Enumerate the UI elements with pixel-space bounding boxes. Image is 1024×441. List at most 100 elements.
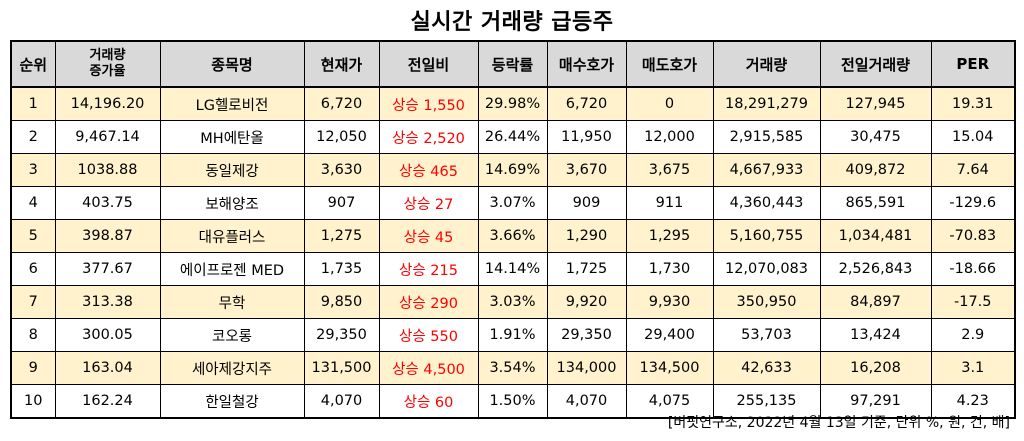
change-cell: 상승 4,500 [378,351,479,385]
volume-surge-table: 순위 거래량 증가율 종목명 현재가 전일비 등락률 매수호가 매도호가 거래량 전일거래량 PER … [10,40,1016,419]
change-cell: 상승 60 [378,384,479,419]
table-row: 5 398.87 대유플러스 1,275 상승 45 3.66% 1,290 1,295 5,1… [10,219,1016,253]
volume-cell: 4,667,933 [712,153,821,187]
current-price-cell: 907 [303,186,380,220]
per-cell: 7.64 [930,153,1016,187]
prev-volume-cell: 2,526,843 [819,252,932,286]
volume-increase-cell: 162.24 [54,384,161,419]
header-change-rate: 등락률 [477,40,548,88]
prev-volume-cell: 127,945 [819,86,932,121]
bid-price-cell: 6,720 [546,86,627,121]
ask-price-cell: 4,075 [625,384,714,419]
volume-increase-cell: 1038.88 [54,153,161,187]
change-rate-cell: 3.54% [477,351,548,385]
page-title: 실시간 거래량 급등주 [410,10,614,35]
stock-name-cell: 코오롱 [159,318,305,352]
bid-price-cell: 11,950 [546,120,627,154]
ask-price-cell: 134,500 [625,351,714,385]
stock-name-cell: 무학 [159,285,305,319]
table-row: 4 403.75 보해양조 907 상승 27 3.07% 909 911 4,360,443 8… [10,186,1016,220]
prev-volume-cell: 865,591 [819,186,932,220]
rank-cell: 9 [10,351,56,385]
change-cell: 상승 550 [378,318,479,352]
header-volume: 거래량 [712,40,821,88]
change-cell: 상승 215 [378,252,479,286]
table-row: 10 162.24 한일철강 4,070 상승 60 1.50% 4,070 4,075 255… [10,384,1016,419]
volume-increase-cell: 398.87 [54,219,161,253]
header-line: 증가율 [89,64,126,79]
ask-price-cell: 3,675 [625,153,714,187]
bid-price-cell: 4,070 [546,384,627,419]
table-row: 2 9,467.14 MH에탄올 12,050 상승 2,520 26.44% 11,950… [10,120,1016,154]
ask-price-cell: 911 [625,186,714,220]
table-row: 7 313.38 무학 9,850 상승 290 3.03% 9,920 9,930 350,9… [10,285,1016,319]
volume-increase-cell: 313.38 [54,285,161,319]
stock-name-cell: 세아제강지주 [159,351,305,385]
volume-increase-cell: 14,196.20 [54,86,161,121]
ask-price-cell: 9,930 [625,285,714,319]
current-price-cell: 29,350 [303,318,380,352]
stock-name-cell: 에이프로젠 MED [159,252,305,286]
source-footnote: [버핏연구소, 2022년 4월 13일 기준, 단위 %, 원, 건, 배] [667,415,1010,431]
header-bid-price: 매수호가 [546,40,627,88]
table-row: 1 14,196.20 LG헬로비전 6,720 상승 1,550 29.98% 6,720… [10,86,1016,121]
volume-increase-cell: 300.05 [54,318,161,352]
current-price-cell: 4,070 [303,384,380,419]
rank-cell: 2 [10,120,56,154]
per-cell: -18.66 [930,252,1016,286]
ask-price-cell: 1,730 [625,252,714,286]
current-price-cell: 12,050 [303,120,380,154]
change-rate-cell: 3.03% [477,285,548,319]
header-stock-name: 종목명 [159,40,305,88]
prev-volume-cell: 409,872 [819,153,932,187]
table-body: 1 14,196.20 LG헬로비전 6,720 상승 1,550 29.98% 6,720… [10,86,1016,419]
volume-cell: 5,160,755 [712,219,821,253]
header-volume-increase: 거래량 증가율 [54,40,161,88]
change-rate-cell: 14.14% [477,252,548,286]
change-rate-cell: 1.91% [477,318,548,352]
rank-cell: 1 [10,86,56,121]
table-row: 3 1038.88 동일제강 3,630 상승 465 14.69% 3,670 3,675 4… [10,153,1016,187]
header-rank: 순위 [10,40,56,88]
per-cell: 2.9 [930,318,1016,352]
per-cell: -17.5 [930,285,1016,319]
bid-price-cell: 134,000 [546,351,627,385]
header-ask-price: 매도호가 [625,40,714,88]
prev-volume-cell: 13,424 [819,318,932,352]
current-price-cell: 1,735 [303,252,380,286]
table-row: 9 163.04 세아제강지주 131,500 상승 4,500 3.54% 134,000… [10,351,1016,385]
header-per: PER [930,40,1016,88]
header-prev-volume: 전일거래량 [819,40,932,88]
bid-price-cell: 1,725 [546,252,627,286]
change-cell: 상승 45 [378,219,479,253]
current-price-cell: 9,850 [303,285,380,319]
bid-price-cell: 29,350 [546,318,627,352]
prev-volume-cell: 84,897 [819,285,932,319]
stock-name-cell: 동일제강 [159,153,305,187]
change-rate-cell: 3.66% [477,219,548,253]
change-rate-cell: 26.44% [477,120,548,154]
ask-price-cell: 29,400 [625,318,714,352]
current-price-cell: 131,500 [303,351,380,385]
change-cell: 상승 2,520 [378,120,479,154]
rank-cell: 5 [10,219,56,253]
volume-increase-cell: 163.04 [54,351,161,385]
rank-cell: 7 [10,285,56,319]
rank-cell: 10 [10,384,56,419]
prev-volume-cell: 30,475 [819,120,932,154]
header-line: 거래량 [89,48,126,63]
change-cell: 상승 290 [378,285,479,319]
prev-volume-cell: 16,208 [819,351,932,385]
volume-cell: 4,360,443 [712,186,821,220]
ask-price-cell: 1,295 [625,219,714,253]
table-row: 8 300.05 코오롱 29,350 상승 550 1.91% 29,350 29,400 5… [10,318,1016,352]
per-cell: 15.04 [930,120,1016,154]
stock-name-cell: LG헬로비전 [159,86,305,121]
bid-price-cell: 3,670 [546,153,627,187]
change-rate-cell: 1.50% [477,384,548,419]
change-rate-cell: 14.69% [477,153,548,187]
change-cell: 상승 1,550 [378,86,479,121]
rank-cell: 8 [10,318,56,352]
stock-name-cell: 한일철강 [159,384,305,419]
current-price-cell: 6,720 [303,86,380,121]
